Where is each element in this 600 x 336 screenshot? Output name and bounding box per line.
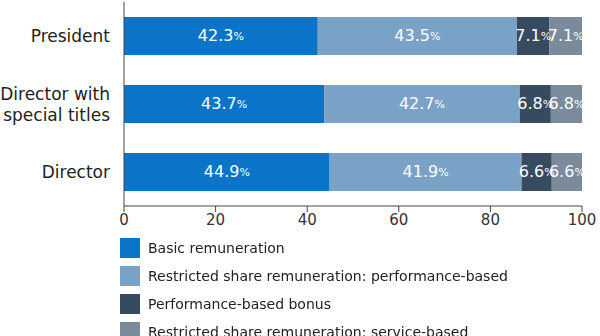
svg-text:100: 100 xyxy=(568,211,592,229)
svg-text:40: 40 xyxy=(298,211,317,229)
html-text:6.6: 6.6 xyxy=(518,162,545,182)
svg-text:Director: Director xyxy=(42,162,110,182)
svg-text:43.5%: 43.5% xyxy=(394,26,440,45)
svg-text:44.9%: 44.9% xyxy=(204,162,250,181)
svg-text:41.9%: 41.9% xyxy=(403,162,449,181)
svg-text:6.6%: 6.6% xyxy=(549,162,585,181)
svg-text:President: President xyxy=(31,26,111,46)
html-text:6.8: 6.8 xyxy=(517,94,543,114)
svg-text:42.3%: 42.3% xyxy=(198,26,244,45)
svg-text:43.7%: 43.7% xyxy=(201,94,247,113)
svg-text:6.8%: 6.8% xyxy=(548,94,584,113)
svg-text:0: 0 xyxy=(119,211,129,229)
html-text:Basic remuneration: Basic remuneration xyxy=(148,240,285,256)
svg-text:42.7%: 42.7% xyxy=(399,94,445,113)
svg-text:Director withspecial titles: Director withspecial titles xyxy=(8,84,110,125)
svg-text:7.1%: 7.1% xyxy=(548,26,584,45)
svg-text:80: 80 xyxy=(481,211,500,229)
html-text:Performance-based bonus: Performance-based bonus xyxy=(148,296,331,312)
svg-text:20: 20 xyxy=(206,211,225,229)
html-text:Restricted share remuneration:: Restricted share remuneration: performan… xyxy=(148,268,508,284)
svg-text:7.1%: 7.1% xyxy=(515,26,551,45)
svg-text:60: 60 xyxy=(389,211,408,229)
